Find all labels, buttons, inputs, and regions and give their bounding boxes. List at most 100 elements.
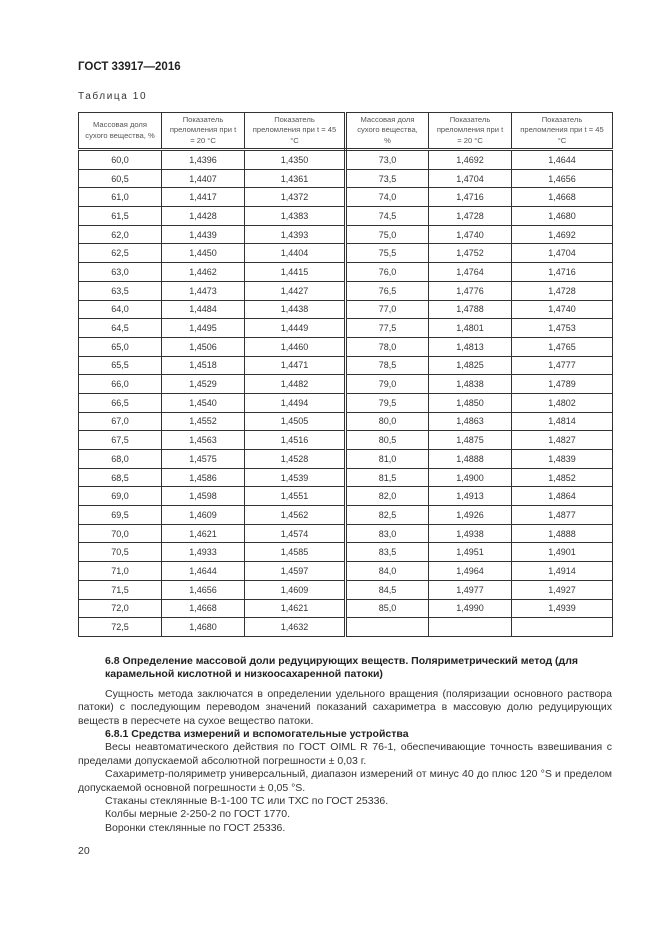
table-cell: 79,5 [345,392,429,413]
table-cell: 72,0 [78,598,162,619]
list-item: Колбы мерные 2-250-2 по ГОСТ 1770. [105,808,290,821]
table-cell: 1,4704 [511,243,613,264]
table-cell: 1,4680 [511,206,613,226]
table-cell: 1,4838 [428,374,512,394]
table-cell: 1,4598 [161,486,245,507]
table-row: 72,0 1,4668 1,4621 85,0 1,4990 1,4939 [78,598,613,619]
table-cell: 1,4850 [428,392,512,413]
table-cell: 77,5 [345,318,429,338]
table-cell: 74,5 [345,206,429,226]
table-cell: 1,4586 [161,467,245,488]
subsection-heading: 6.8.1 Средства измерений и вспомогательн… [105,728,409,741]
table-cell: 1,4990 [428,598,512,619]
table-cell: 1,4644 [511,149,613,170]
table-cell: 1,4644 [161,561,245,581]
table-cell: 1,4827 [511,430,613,450]
table-cell: 63,5 [78,280,162,301]
table-cell: 1,4562 [244,505,347,525]
table-cell: 83,0 [345,523,429,544]
table-row: 61,0 1,4417 1,4372 74,0 1,4716 1,4668 [78,187,613,208]
column-header: Показатель преломления при t = 20 °C [161,112,245,151]
table-cell: 1,4551 [244,486,347,507]
table-cell: 1,4552 [161,411,245,432]
table-cell: 1,4462 [161,262,245,282]
table-cell: 64,5 [78,318,162,338]
table-cell: 1,4977 [428,579,512,600]
table-cell: 1,4656 [511,168,613,189]
table-cell: 84,5 [345,579,429,600]
table-row: 65,0 1,4506 1,4460 78,0 1,4813 1,4765 [78,336,613,357]
table-cell: 69,0 [78,486,162,507]
table-row: 61,5 1,4428 1,4383 74,5 1,4728 1,4680 [78,206,613,226]
table-row: 69,0 1,4598 1,4551 82,0 1,4913 1,4864 [78,486,613,507]
list-item: Стаканы стеклянные В-1-100 ТС или ТХС по… [105,795,389,808]
table-cell: 1,4964 [428,561,512,581]
table-row: 60,0 1,4396 1,4350 73,0 1,4692 1,4644 [78,149,613,170]
table-cell: 1,4563 [161,430,245,450]
table-cell: 1,4888 [511,523,613,544]
table-cell: 78,5 [345,355,429,376]
table-cell: 1,4728 [511,280,613,301]
table-cell: 1,4460 [244,336,347,357]
table-cell: 68,0 [78,449,162,469]
table-cell: 1,4776 [428,280,512,301]
page-number: 20 [78,845,90,857]
table-cell [345,617,429,637]
table-cell: 1,4383 [244,206,347,226]
table-cell: 1,4361 [244,168,347,189]
table-cell: 1,4575 [161,449,245,469]
table-cell: 1,4789 [511,374,613,394]
table-cell: 1,4839 [511,449,613,469]
table-cell: 1,4728 [428,206,512,226]
table-cell: 1,4539 [244,467,347,488]
table-cell: 1,4540 [161,392,245,413]
list-item: Весы неавтоматического действия по ГОСТ … [78,741,612,767]
table-row: 63,5 1,4473 1,4427 76,5 1,4776 1,4728 [78,280,613,301]
table-cell: 1,4471 [244,355,347,376]
table-cell: 75,5 [345,243,429,264]
table-cell: 73,5 [345,168,429,189]
document-code: ГОСТ 33917—2016 [78,61,181,73]
table-cell: 69,5 [78,505,162,525]
table-cell: 1,4516 [244,430,347,450]
table-cell: 1,4668 [161,598,245,619]
table-cell: 1,4449 [244,318,347,338]
table-cell: 60,5 [78,168,162,189]
table-cell: 61,5 [78,206,162,226]
table-cell: 74,0 [345,187,429,208]
table-cell: 1,4450 [161,243,245,264]
table-row: 62,0 1,4439 1,4393 75,0 1,4740 1,4692 [78,224,613,245]
table-cell: 1,4704 [428,168,512,189]
table-row: 60,5 1,4407 1,4361 73,5 1,4704 1,4656 [78,168,613,189]
table-cell: 1,4632 [244,617,347,637]
table-row: 70,0 1,4621 1,4574 83,0 1,4938 1,4888 [78,523,613,544]
table-cell: 1,4529 [161,374,245,394]
table-cell: 1,4494 [244,392,347,413]
table-cell: 65,5 [78,355,162,376]
table-cell: 68,5 [78,467,162,488]
table-cell: 1,4825 [428,355,512,376]
table-cell: 1,4393 [244,224,347,245]
table-cell: 76,0 [345,262,429,282]
table-cell: 64,0 [78,299,162,320]
table-cell: 1,4692 [428,149,512,170]
column-header: Массовая доля сухого вещества, % [345,112,429,151]
table-cell: 1,4777 [511,355,613,376]
table-cell: 1,4864 [511,486,613,507]
table-row: 67,0 1,4552 1,4505 80,0 1,4863 1,4814 [78,411,613,432]
table-cell: 1,4951 [428,542,512,563]
table-row: 66,5 1,4540 1,4494 79,5 1,4850 1,4802 [78,392,613,413]
table-cell: 1,4752 [428,243,512,264]
table-row: 63,0 1,4462 1,4415 76,0 1,4764 1,4716 [78,262,613,282]
table-cell: 71,5 [78,579,162,600]
table-cell: 70,5 [78,542,162,563]
table-row: 68,0 1,4575 1,4528 81,0 1,4888 1,4839 [78,449,613,469]
table-cell: 66,5 [78,392,162,413]
table-cell: 1,4495 [161,318,245,338]
table-cell: 1,4609 [244,579,347,600]
table-row: 72,5 1,4680 1,4632 [78,617,613,637]
table-cell: 1,4609 [161,505,245,525]
table-cell: 1,4913 [428,486,512,507]
table-cell: 1,4518 [161,355,245,376]
table-cell: 82,5 [345,505,429,525]
